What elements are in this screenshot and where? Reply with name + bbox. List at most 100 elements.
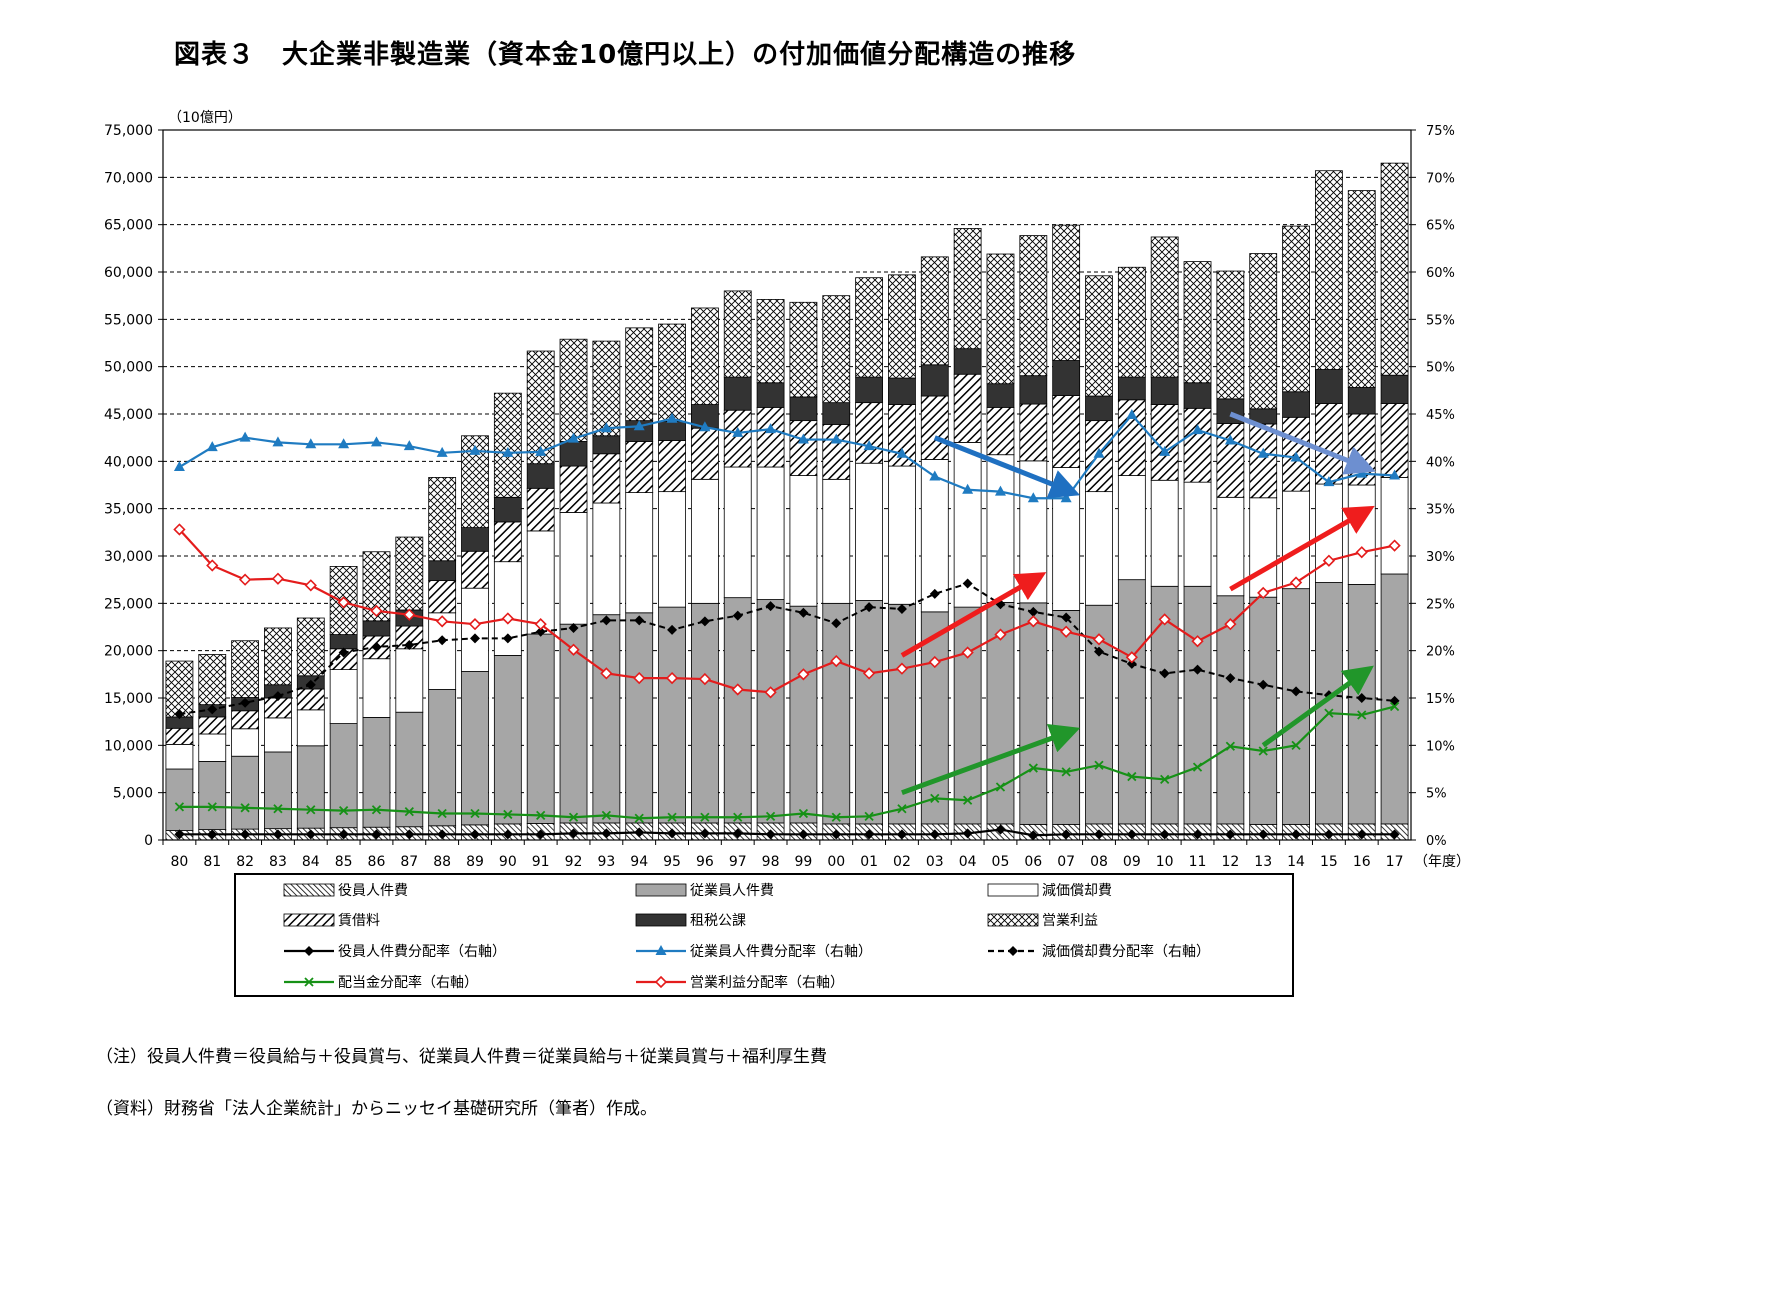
- marker-6-89: [470, 829, 480, 840]
- bar-segment-4-98: [756, 382, 785, 408]
- legend-label-6: 役員人件費分配率（右軸）: [338, 943, 506, 960]
- marker-8-12: [1225, 673, 1236, 684]
- chart-svg: 0 5,000 10,000 15,000 20,000 25,000 30,000 35,0…: [104, 110, 1470, 997]
- x-tick-label: 87: [400, 854, 418, 870]
- marker-7-80: [173, 461, 185, 472]
- bar-segment-1-12: [1216, 595, 1245, 825]
- marker-7-93: [600, 422, 612, 433]
- x-tick-label: 11: [1189, 854, 1207, 870]
- marker-9-14: [1291, 740, 1301, 750]
- bar-segment-2-11: [1183, 481, 1212, 587]
- bar-segment-3-98: [756, 406, 785, 468]
- marker-9-86: [371, 805, 382, 815]
- legend-label-9: 配当金分配率（右軸）: [338, 974, 478, 991]
- x-tick-label: 93: [597, 854, 615, 870]
- marker-6-03: [929, 829, 940, 840]
- marker-10-04: [961, 646, 974, 659]
- marker-8-90: [502, 633, 513, 644]
- bar-segment-5-80: [165, 660, 194, 718]
- bar-segment-2-86: [362, 658, 391, 718]
- marker-10-05: [994, 628, 1007, 641]
- bar-segment-4-02: [888, 377, 916, 405]
- bar-segment-5-05: [986, 253, 1015, 385]
- marker-6-83: [272, 829, 283, 840]
- legend-swatch-5: [987, 913, 1039, 927]
- marker-6-02: [896, 829, 907, 840]
- marker-8-85: [338, 647, 349, 658]
- marker-8-16: [1356, 693, 1367, 703]
- left-tick-label: 20,000: [104, 644, 153, 660]
- marker-6-95: [667, 828, 678, 839]
- bar-segment-4-17: [1380, 374, 1409, 404]
- bar-segment-3-81: [198, 716, 227, 735]
- marker-6-96: [699, 828, 710, 839]
- marker-6-82: [240, 829, 251, 840]
- marker-8-89: [470, 633, 480, 644]
- marker-7-04: [962, 483, 974, 494]
- bar-segment-2-96: [690, 478, 719, 604]
- marker-7-12: [1224, 434, 1236, 445]
- marker-6-10: [1159, 829, 1170, 840]
- bar-segment-5-91: [526, 350, 555, 465]
- bar-segment-1-80: [165, 768, 194, 831]
- legend-label-4: 租税公課: [690, 913, 746, 929]
- bar-segment-3-13: [1249, 423, 1278, 499]
- x-tick-label: 90: [499, 854, 517, 870]
- marker-8-01: [864, 602, 875, 613]
- marker-8-96: [699, 616, 710, 627]
- marker-7-06: [1027, 492, 1039, 503]
- marker-9-90: [503, 809, 513, 820]
- legend-marker-9: [304, 977, 314, 987]
- marker-8-83: [272, 691, 283, 702]
- marker-9-91: [536, 810, 546, 821]
- marker-9-17: [1389, 701, 1400, 712]
- marker-9-94: [634, 813, 644, 823]
- bar-segment-1-91: [526, 633, 555, 824]
- bar-segment-3-17: [1380, 403, 1409, 478]
- right-tick-label: 40%: [1426, 455, 1455, 470]
- bar-segment-4-86: [362, 620, 391, 637]
- bar-segment-2-80: [165, 743, 194, 770]
- bar-segment-5-16: [1347, 190, 1376, 388]
- marker-7-87: [403, 440, 415, 451]
- marker-6-01: [864, 829, 875, 840]
- marker-8-08: [1094, 646, 1104, 657]
- marker-6-92: [568, 828, 579, 839]
- marker-8-87: [404, 639, 415, 650]
- marker-10-10: [1158, 613, 1171, 626]
- marker-6-16: [1356, 829, 1367, 840]
- left-tick-label: 70,000: [104, 170, 153, 186]
- bar-segment-5-90: [493, 392, 522, 498]
- marker-10-02: [895, 662, 909, 675]
- right-tick-label: 35%: [1426, 503, 1455, 518]
- marker-9-84: [306, 805, 316, 815]
- marker-6-09: [1126, 829, 1137, 840]
- bar-segment-5-06: [1019, 235, 1048, 377]
- legend-marker-8: [1008, 946, 1018, 956]
- trend-arrow-2: [901, 724, 1081, 796]
- bar-segment-3-06: [1019, 403, 1048, 462]
- left-tick-label: 50,000: [104, 360, 153, 376]
- x-tick-label: 95: [663, 854, 681, 870]
- bar-segment-5-96: [690, 307, 719, 405]
- x-tick-label: 81: [203, 854, 221, 870]
- x-tick-label: 06: [1024, 854, 1042, 870]
- x-tick-label: 17: [1386, 854, 1404, 870]
- marker-10-07: [1060, 625, 1073, 638]
- bar-segment-4-01: [855, 376, 884, 404]
- right-tick-label: 10%: [1426, 739, 1455, 754]
- marker-8-00: [831, 618, 842, 629]
- marker-9-13: [1258, 746, 1268, 756]
- bar-segment-1-03: [920, 611, 949, 825]
- bar-segment-2-99: [789, 475, 818, 607]
- marker-10-06: [1027, 615, 1040, 628]
- axes: 0 5,000 10,000 15,000 20,000 25,000 30,000 35,0…: [104, 110, 1470, 870]
- marker-9-88: [437, 808, 447, 819]
- marker-8-06: [1028, 606, 1039, 617]
- legend-swatch-3: [283, 913, 335, 927]
- right-tick-label: 50%: [1426, 361, 1455, 376]
- bar-segment-1-90: [493, 655, 522, 825]
- marker-8-11: [1192, 664, 1203, 675]
- marker-10-16: [1355, 546, 1368, 559]
- marker-7-14: [1290, 451, 1302, 462]
